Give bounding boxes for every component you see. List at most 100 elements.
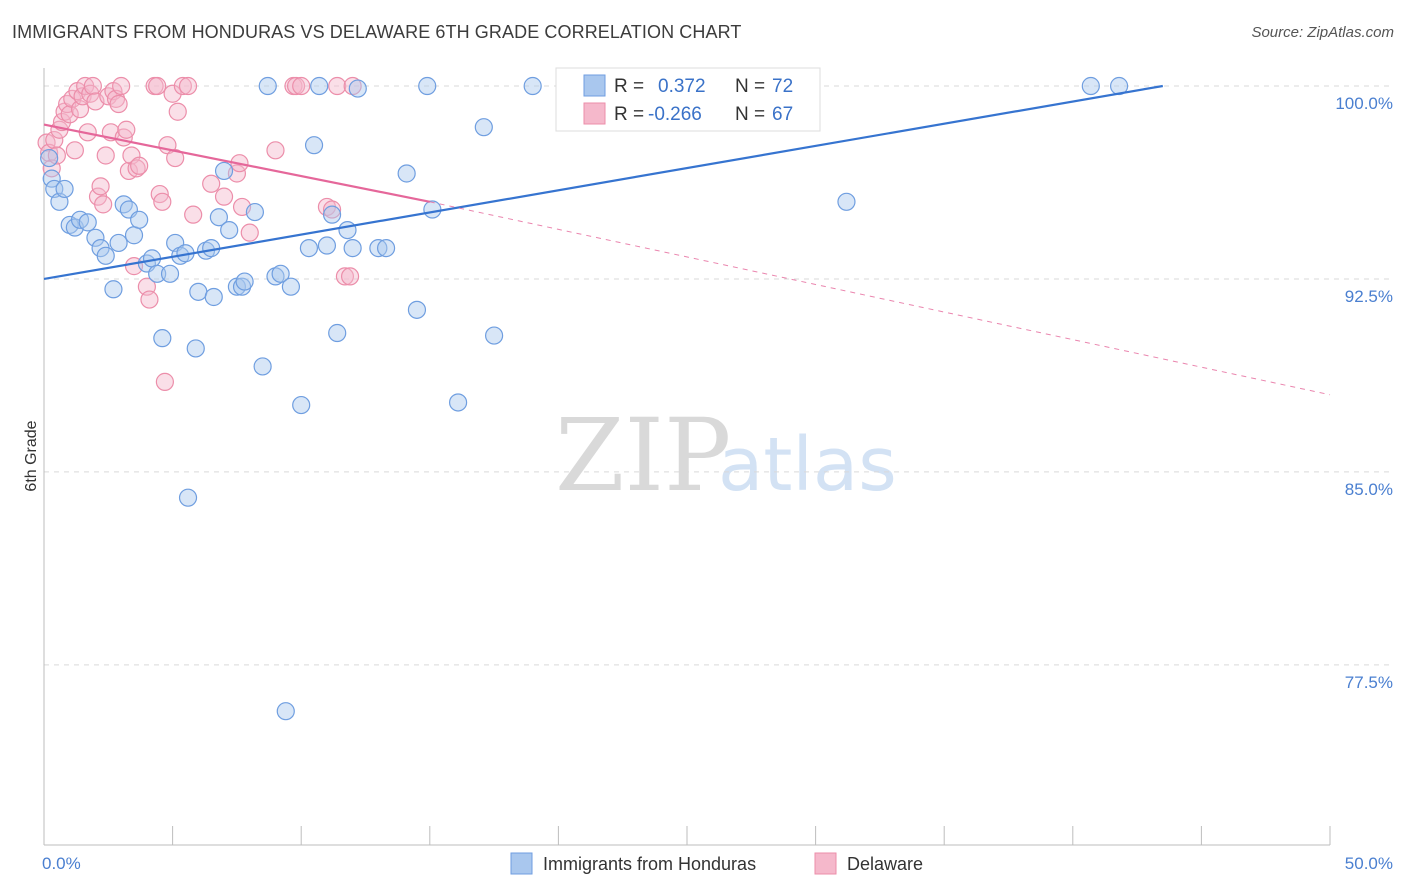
delaware-point: [178, 76, 198, 96]
honduras-point: [78, 213, 97, 232]
honduras-point: [160, 264, 180, 283]
delaware-point: [127, 159, 146, 178]
axes: [43, 68, 1331, 846]
honduras-point: [338, 220, 357, 240]
honduras-point: [124, 226, 144, 245]
delaware-point: [140, 290, 159, 309]
delaware-point: [109, 94, 128, 114]
stats-r-value-pink: -0.266: [648, 104, 702, 125]
x-tick-label-max: 50.0%: [1345, 854, 1393, 873]
honduras-point: [299, 238, 319, 258]
honduras-point: [448, 393, 468, 412]
honduras-point: [148, 264, 167, 283]
honduras-point: [281, 277, 301, 296]
honduras-point: [837, 192, 856, 211]
delaware-point: [340, 267, 360, 286]
delaware-point: [173, 76, 192, 96]
legend-label-delaware: Delaware: [847, 854, 923, 874]
delaware-point: [94, 195, 113, 214]
honduras-point: [322, 205, 342, 224]
stats-r-label-pink: R =: [614, 104, 644, 125]
delaware-point: [240, 223, 259, 242]
legend-label-honduras: Immigrants from Honduras: [543, 854, 756, 874]
delaware-point: [45, 130, 64, 150]
delaware-point: [214, 187, 234, 206]
stats-r-value-blue: 0.372: [658, 76, 706, 97]
honduras-point: [485, 326, 504, 345]
y-tick-label: 85.0%: [1345, 480, 1393, 499]
x-tick-label-min: 0.0%: [42, 854, 81, 873]
delaware-point: [168, 102, 187, 121]
stats-n-value-blue: 72: [772, 76, 793, 97]
honduras-point: [214, 161, 234, 181]
honduras-point: [104, 280, 123, 299]
honduras-point: [130, 210, 149, 229]
honduras-point: [235, 272, 254, 291]
delaware-point: [292, 76, 311, 96]
delaware-point: [155, 372, 174, 391]
honduras-trend-line: [43, 84, 1164, 281]
honduras-point: [253, 357, 272, 376]
honduras-point: [304, 136, 324, 155]
delaware-trend-line: [43, 123, 431, 203]
honduras-point: [42, 169, 61, 188]
honduras-point: [189, 282, 208, 301]
honduras-point: [245, 202, 265, 222]
stats-legend: R = 0.372 N = 72 R = -0.266 N = 67: [555, 67, 821, 132]
honduras-point: [523, 76, 542, 96]
honduras-point: [96, 246, 115, 265]
honduras-point: [204, 287, 223, 307]
stats-n-value-pink: 67: [772, 104, 793, 125]
watermark-atlas: atlas: [718, 422, 897, 508]
stats-n-label-pink: N =: [735, 104, 765, 125]
honduras-point: [276, 702, 295, 721]
delaware-trend-extension: [429, 201, 1331, 396]
chart-title: IMMIGRANTS FROM HONDURAS VS DELAWARE 6TH…: [12, 22, 742, 42]
delaware-point: [328, 76, 347, 96]
honduras-point: [109, 233, 128, 253]
honduras-point: [40, 148, 59, 168]
delaware-point: [153, 192, 172, 211]
honduras-point: [423, 200, 442, 219]
honduras-point: [328, 323, 347, 343]
delaware-point: [130, 156, 149, 175]
y-tick-label: 77.5%: [1345, 673, 1393, 692]
honduras-point: [153, 329, 172, 348]
honduras-point: [407, 300, 427, 319]
trend-lines: [43, 84, 1331, 396]
honduras-point: [376, 238, 396, 258]
honduras-point: [292, 395, 311, 415]
y-axis-label: 6th Grade: [23, 420, 40, 491]
delaware-points: [37, 76, 362, 391]
delaware-point: [322, 200, 342, 219]
honduras-point: [220, 220, 239, 240]
honduras-point: [209, 208, 228, 227]
delaware-point: [335, 267, 355, 286]
honduras-point: [186, 339, 205, 358]
honduras-point: [418, 76, 437, 96]
honduras-point: [114, 195, 133, 214]
stats-swatch-pink: [583, 102, 606, 125]
delaware-point: [166, 148, 185, 168]
honduras-point: [348, 79, 367, 98]
series-legend: Immigrants from Honduras Delaware: [510, 852, 923, 875]
y-tick-label: 92.5%: [1345, 287, 1393, 306]
source-credit: Source: ZipAtlas.com: [1251, 24, 1394, 41]
watermark: ZIP atlas: [555, 397, 897, 514]
honduras-points: [40, 76, 1129, 721]
legend-swatch-honduras: [510, 852, 533, 875]
honduras-point: [369, 238, 388, 258]
gridlines: [44, 85, 1393, 666]
stats-r-label-blue: R =: [614, 76, 644, 97]
stats-swatch-blue: [583, 74, 606, 97]
honduras-point: [271, 264, 290, 283]
watermark-zip: ZIP: [555, 397, 731, 514]
honduras-point: [266, 267, 285, 286]
delaware-point: [202, 174, 221, 193]
delaware-point: [91, 177, 110, 196]
delaware-point: [83, 76, 102, 96]
legend-swatch-delaware: [814, 852, 837, 875]
honduras-point: [232, 277, 252, 296]
stats-n-label-blue: N =: [735, 76, 765, 97]
